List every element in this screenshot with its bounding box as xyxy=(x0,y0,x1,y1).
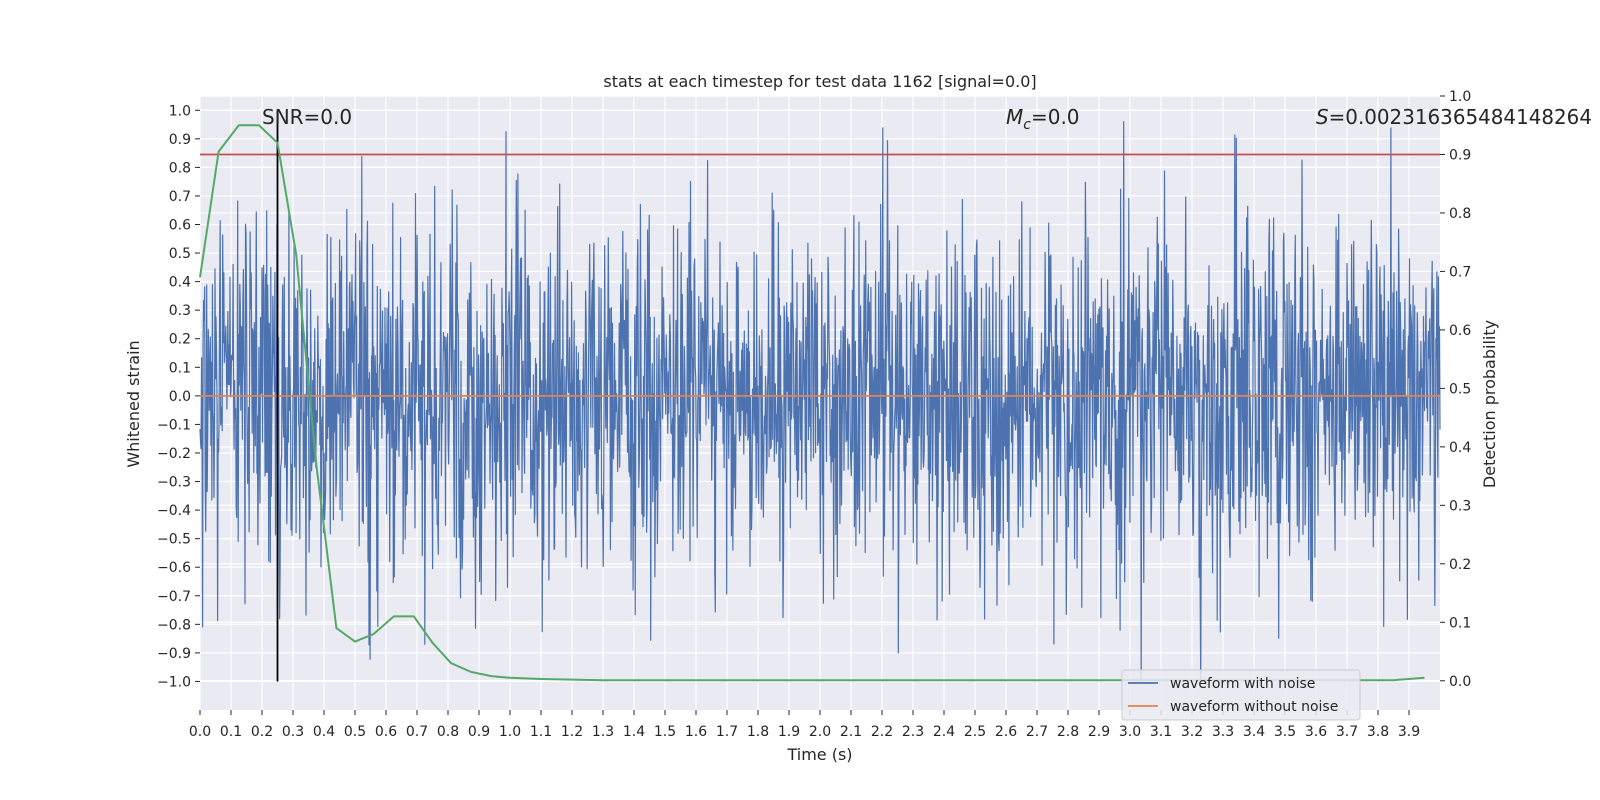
x-tick-label: 0.9 xyxy=(468,724,490,740)
y-tick-label-right: 0.5 xyxy=(1449,381,1471,397)
y-tick-label-right: 0.7 xyxy=(1449,264,1471,280)
x-tick-label: 1.8 xyxy=(747,724,769,740)
y-tick-label-left: −0.8 xyxy=(157,617,191,633)
y-tick-label-left: 0.0 xyxy=(169,389,191,405)
x-tick-label: 3.1 xyxy=(1150,724,1172,740)
y-tick-label-left: −0.3 xyxy=(157,475,191,491)
x-tick-label: 0.4 xyxy=(313,724,335,740)
x-tick-label: 3.4 xyxy=(1243,724,1265,740)
x-tick-label: 1.9 xyxy=(778,724,800,740)
mc-annotation: Mc=0.0 xyxy=(1006,105,1080,133)
y-tick-label-left: −0.7 xyxy=(157,589,191,605)
x-tick-label: 1.0 xyxy=(499,724,521,740)
x-tick-label: 2.9 xyxy=(1088,724,1110,740)
x-tick-label: 0.2 xyxy=(251,724,273,740)
y-tick-label-right: 0.4 xyxy=(1449,440,1471,456)
x-axis-label: Time (s) xyxy=(786,745,852,764)
ticks-layer: 0.0 0.1 0.2 0.3 0.4 0.5 0.6 0.7 0.8 0.9 1.0 1.1 1.2 1… xyxy=(157,89,1471,740)
x-tick-label: 1.6 xyxy=(685,724,707,740)
y-tick-label-left: 0.3 xyxy=(169,303,191,319)
y-tick-label-right: 0.1 xyxy=(1449,615,1471,631)
series-waveform-with-noise xyxy=(199,121,1441,682)
y-axis-label-right: Detection probability xyxy=(1480,320,1499,488)
y-tick-label-left: −0.1 xyxy=(157,417,191,433)
y-tick-label-left: −0.9 xyxy=(157,646,191,662)
x-tick-label: 3.6 xyxy=(1305,724,1327,740)
y-tick-label-right: 0.3 xyxy=(1449,498,1471,514)
x-tick-label: 2.7 xyxy=(1026,724,1048,740)
x-tick-label: 3.2 xyxy=(1181,724,1203,740)
legend-box xyxy=(1121,669,1361,721)
y-tick-label-left: 0.8 xyxy=(169,160,191,176)
chart-title: stats at each timestep for test data 116… xyxy=(603,72,1036,91)
y-tick-label-left: 0.6 xyxy=(169,218,191,234)
y-tick-label-left: 0.4 xyxy=(169,275,191,291)
lines-layer xyxy=(199,110,1440,682)
x-tick-label: 0.5 xyxy=(344,724,366,740)
x-tick-label: 2.2 xyxy=(871,724,893,740)
x-tick-label: 0.7 xyxy=(406,724,428,740)
x-tick-label: 2.5 xyxy=(964,724,986,740)
y-tick-label-left: 1.0 xyxy=(169,103,191,119)
legend: waveform with noise waveform without noi… xyxy=(1121,669,1361,721)
y-tick-label-right: 0.9 xyxy=(1449,147,1471,163)
y-tick-label-left: −0.6 xyxy=(157,560,191,576)
x-tick-label: 2.6 xyxy=(995,724,1017,740)
x-tick-label: 0.6 xyxy=(375,724,397,740)
y-tick-label-left: 0.1 xyxy=(169,360,191,376)
mc-subscript: c xyxy=(1023,117,1031,133)
x-tick-label: 2.3 xyxy=(902,724,924,740)
y-tick-label-left: −0.4 xyxy=(157,503,191,519)
x-tick-label: 0.0 xyxy=(189,724,211,740)
y-tick-label-right: 0.6 xyxy=(1449,323,1471,339)
y-tick-label-left: 0.7 xyxy=(169,189,191,205)
y-tick-label-left: 0.2 xyxy=(169,332,191,348)
y-tick-label-right: 0.0 xyxy=(1449,674,1471,690)
y-tick-label-right: 0.8 xyxy=(1449,206,1471,222)
x-tick-label: 2.1 xyxy=(840,724,862,740)
x-tick-label: 3.0 xyxy=(1119,724,1141,740)
mc-symbol: M xyxy=(1006,105,1023,129)
legend-label-without-noise: waveform without noise xyxy=(1170,699,1338,715)
series-detection-probability xyxy=(199,124,1425,682)
x-tick-label: 1.5 xyxy=(654,724,676,740)
x-tick-label: 0.8 xyxy=(437,724,459,740)
s-annotation: S=0.002316365484148264 xyxy=(1316,105,1592,129)
y-axis-label-left: Whitened strain xyxy=(124,340,143,467)
y-tick-label-right: 0.2 xyxy=(1449,557,1471,573)
x-tick-label: 1.1 xyxy=(530,724,552,740)
snr-annotation: SNR=0.0 xyxy=(262,105,352,129)
x-tick-label: 3.8 xyxy=(1367,724,1389,740)
y-tick-label-left: 0.5 xyxy=(169,246,191,262)
s-symbol: S xyxy=(1316,105,1329,129)
x-tick-label: 0.1 xyxy=(220,724,242,740)
y-tick-label-left: −1.0 xyxy=(157,674,191,690)
y-tick-label-left: −0.5 xyxy=(157,532,191,548)
x-tick-label: 2.4 xyxy=(933,724,955,740)
s-value: =0.002316365484148264 xyxy=(1329,105,1592,129)
x-tick-label: 1.4 xyxy=(623,724,645,740)
x-tick-label: 3.7 xyxy=(1336,724,1358,740)
x-tick-label: 2.0 xyxy=(809,724,831,740)
y-tick-label-left: −0.2 xyxy=(157,446,191,462)
x-tick-label: 1.7 xyxy=(716,724,738,740)
x-tick-label: 3.3 xyxy=(1212,724,1234,740)
x-tick-label: 1.2 xyxy=(561,724,583,740)
y-tick-label-left: 0.9 xyxy=(169,132,191,148)
x-tick-label: 3.5 xyxy=(1274,724,1296,740)
x-tick-label: 0.3 xyxy=(282,724,304,740)
noise-trace xyxy=(199,121,1441,682)
legend-label-with-noise: waveform with noise xyxy=(1170,676,1315,692)
x-tick-label: 3.9 xyxy=(1398,724,1420,740)
x-tick-label: 2.8 xyxy=(1057,724,1079,740)
y-tick-label-right: 1.0 xyxy=(1449,89,1471,105)
mc-value: =0.0 xyxy=(1031,105,1080,129)
x-tick-label: 1.3 xyxy=(592,724,614,740)
